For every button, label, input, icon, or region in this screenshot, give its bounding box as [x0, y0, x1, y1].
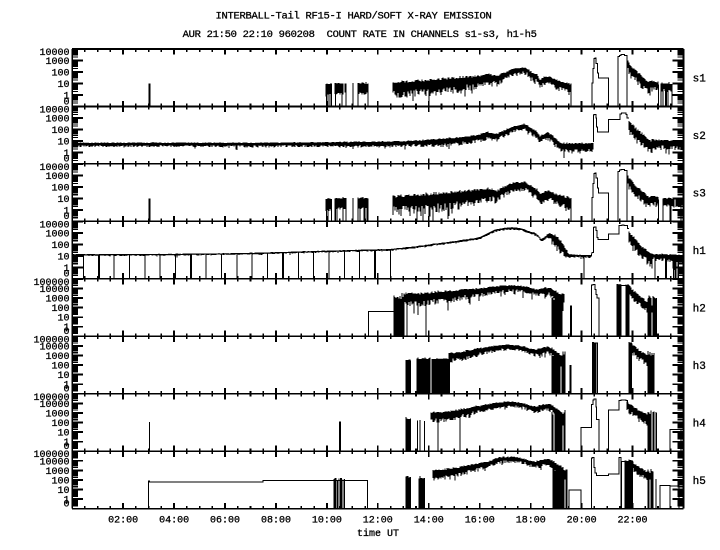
svg-text:s2: s2: [693, 131, 706, 143]
svg-text:100000: 100000: [33, 393, 69, 404]
svg-text:h1: h1: [693, 246, 707, 258]
svg-text:10000: 10000: [39, 400, 69, 411]
svg-text:10: 10: [57, 252, 69, 263]
svg-text:1000: 1000: [45, 57, 69, 68]
svg-text:100000: 100000: [33, 450, 69, 461]
svg-text:10: 10: [57, 195, 69, 206]
svg-text:10000: 10000: [39, 220, 69, 231]
svg-text:10: 10: [57, 371, 69, 382]
svg-text:0: 0: [63, 327, 69, 338]
svg-text:1000: 1000: [45, 115, 69, 126]
svg-text:0: 0: [63, 500, 69, 511]
svg-text:20:00: 20:00: [567, 515, 597, 526]
svg-text:0: 0: [63, 155, 69, 166]
svg-text:s3: s3: [693, 189, 706, 201]
svg-text:14:00: 14:00: [414, 515, 444, 526]
svg-text:100: 100: [51, 241, 69, 252]
svg-text:10000: 10000: [39, 342, 69, 353]
svg-text:100: 100: [51, 183, 69, 194]
svg-text:1000: 1000: [45, 229, 69, 240]
svg-text:h2: h2: [693, 303, 706, 315]
svg-text:12:00: 12:00: [363, 515, 393, 526]
svg-text:100: 100: [51, 304, 69, 315]
svg-text:04:00: 04:00: [159, 515, 189, 526]
svg-text:18:00: 18:00: [516, 515, 546, 526]
svg-text:10000: 10000: [39, 285, 69, 296]
svg-text:1000: 1000: [45, 352, 69, 363]
svg-text:06:00: 06:00: [210, 515, 240, 526]
svg-text:10000: 10000: [39, 106, 69, 117]
svg-text:INTERBALL-Tail RF15-I HARD/SOF: INTERBALL-Tail RF15-I HARD/SOFT X-RAY EM…: [215, 11, 491, 23]
svg-text:100: 100: [51, 477, 69, 488]
svg-text:16:00: 16:00: [465, 515, 495, 526]
svg-text:0: 0: [63, 212, 69, 223]
svg-text:1: 1: [63, 206, 69, 217]
svg-text:10000: 10000: [39, 163, 69, 174]
svg-text:1: 1: [63, 92, 69, 103]
svg-text:1: 1: [63, 149, 69, 160]
svg-text:08:00: 08:00: [261, 515, 291, 526]
svg-text:h5: h5: [693, 476, 706, 488]
svg-text:10: 10: [57, 429, 69, 440]
svg-text:0: 0: [63, 270, 69, 281]
svg-text:10:00: 10:00: [312, 515, 342, 526]
svg-text:1: 1: [63, 323, 69, 334]
svg-text:h3: h3: [693, 361, 706, 373]
svg-text:10: 10: [57, 314, 69, 325]
svg-text:100000: 100000: [33, 278, 69, 289]
svg-text:100: 100: [51, 126, 69, 137]
svg-text:0: 0: [63, 97, 69, 108]
svg-text:100: 100: [51, 362, 69, 373]
svg-text:1: 1: [63, 264, 69, 275]
svg-text:1: 1: [63, 438, 69, 449]
svg-text:10: 10: [57, 80, 69, 91]
svg-text:h4: h4: [693, 418, 707, 430]
svg-text:1000: 1000: [45, 409, 69, 420]
svg-text:100: 100: [51, 69, 69, 80]
svg-text:02:00: 02:00: [108, 515, 138, 526]
svg-text:100: 100: [51, 419, 69, 430]
svg-text:100000: 100000: [33, 335, 69, 346]
svg-text:22:00: 22:00: [617, 515, 647, 526]
svg-text:1: 1: [63, 381, 69, 392]
svg-text:0: 0: [63, 385, 69, 396]
svg-text:AUR 21:50 22:10 960208 COUNT: AUR 21:50 22:10 960208 COUNT RATE IN CHA…: [183, 29, 537, 41]
svg-text:10: 10: [57, 486, 69, 497]
svg-text:1000: 1000: [45, 172, 69, 183]
svg-text:10000: 10000: [39, 457, 69, 468]
svg-text:1000: 1000: [45, 467, 69, 478]
svg-text:1000: 1000: [45, 295, 69, 306]
svg-text:time UT: time UT: [357, 528, 399, 540]
svg-text:1: 1: [63, 496, 69, 507]
svg-text:10: 10: [57, 137, 69, 148]
svg-text:0: 0: [63, 442, 69, 453]
svg-text:s1: s1: [693, 74, 707, 86]
svg-text:10000: 10000: [39, 48, 69, 59]
